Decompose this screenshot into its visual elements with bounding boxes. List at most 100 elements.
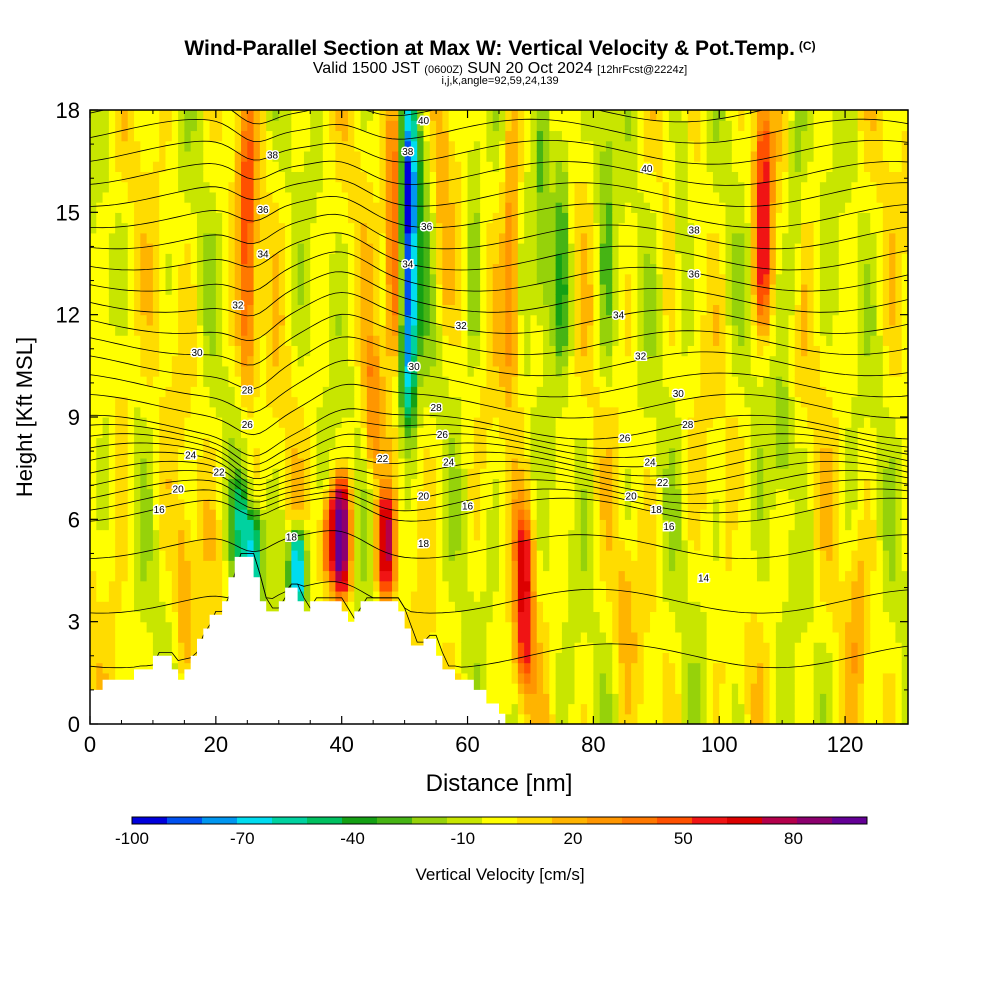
field-cell [392, 273, 399, 285]
field-cell [524, 253, 532, 265]
field-cell [398, 335, 406, 346]
field-cell [536, 631, 544, 643]
field-cell [329, 120, 336, 132]
field-cell [499, 243, 506, 254]
field-cell [467, 110, 475, 121]
field-cell [568, 345, 576, 357]
field-cell [90, 212, 97, 224]
field-cell [121, 355, 129, 367]
field-cell [140, 191, 148, 203]
field-cell [90, 304, 97, 316]
field-cell [354, 232, 362, 244]
field-cell [278, 427, 286, 439]
field-cell [423, 222, 431, 234]
field-cell [492, 539, 500, 551]
field-cell [108, 447, 116, 459]
field-cell [429, 294, 437, 306]
field-cell [152, 150, 160, 162]
field-cell [379, 355, 387, 367]
field-cell [467, 631, 475, 643]
field-cell [442, 601, 450, 613]
field-cell [121, 509, 129, 520]
field-cell [530, 120, 538, 132]
field-cell [599, 386, 607, 398]
field-cell [196, 273, 204, 285]
field-cell [442, 222, 450, 234]
field-cell [492, 212, 500, 224]
field-cell [436, 611, 443, 623]
field-cell [429, 181, 437, 193]
field-cell [442, 294, 450, 306]
field-cell [215, 294, 223, 306]
field-cell [316, 304, 324, 316]
field-cell [524, 417, 532, 428]
field-cell [417, 232, 425, 244]
field-cell [190, 294, 198, 306]
field-cell [599, 611, 607, 623]
field-cell [442, 611, 450, 623]
field-cell [335, 171, 343, 183]
field-cell [587, 590, 594, 602]
field-cell [404, 355, 412, 367]
field-cell [385, 212, 393, 224]
field-cell [373, 304, 381, 316]
field-cell [379, 263, 387, 275]
field-cell [171, 631, 179, 643]
field-cell [511, 294, 519, 306]
field-cell [285, 519, 292, 531]
field-cell [360, 283, 368, 295]
field-cell [96, 150, 104, 162]
field-cell [436, 519, 443, 531]
field-cell [605, 478, 613, 490]
field-cell [410, 539, 418, 551]
field-cell [241, 386, 248, 398]
field-cell [335, 283, 343, 295]
field-cell [499, 703, 506, 715]
field-cell [499, 273, 506, 285]
field-cell [593, 355, 601, 367]
field-cell [209, 294, 217, 306]
field-cell [473, 222, 481, 234]
field-cell [517, 263, 525, 275]
field-cell [354, 253, 362, 265]
field-cell [392, 140, 399, 152]
field-cell [404, 457, 412, 469]
field-cell [266, 110, 274, 121]
field-cell [480, 314, 488, 326]
field-cell [178, 140, 185, 152]
field-cell [549, 590, 557, 602]
field-cell [486, 672, 494, 684]
field-cell [354, 130, 362, 142]
field-cell [272, 202, 280, 213]
field-cell [228, 243, 236, 254]
field-cell [505, 232, 513, 244]
field-cell [291, 130, 299, 142]
field-cell [329, 253, 336, 265]
field-cell [266, 386, 274, 398]
field-cell [524, 212, 532, 224]
field-cell [499, 631, 506, 643]
field-cell [140, 642, 148, 653]
field-cell [341, 478, 349, 490]
field-cell [587, 294, 594, 306]
field-cell [215, 130, 223, 142]
field-cell [499, 406, 506, 418]
field-cell [303, 550, 311, 561]
field-cell [492, 110, 500, 121]
field-cell [341, 150, 349, 162]
field-cell [473, 212, 481, 224]
field-cell [605, 529, 613, 541]
field-cell [436, 529, 443, 541]
field-cell [461, 283, 469, 295]
field-cell [530, 427, 538, 439]
field-cell [530, 498, 538, 510]
field-cell [404, 304, 412, 316]
field-cell [392, 560, 399, 572]
field-cell [134, 570, 141, 582]
field-cell [241, 304, 248, 316]
field-cell [454, 202, 462, 213]
field-cell [341, 222, 349, 234]
field-cell [190, 642, 198, 653]
field-cell [354, 212, 362, 224]
